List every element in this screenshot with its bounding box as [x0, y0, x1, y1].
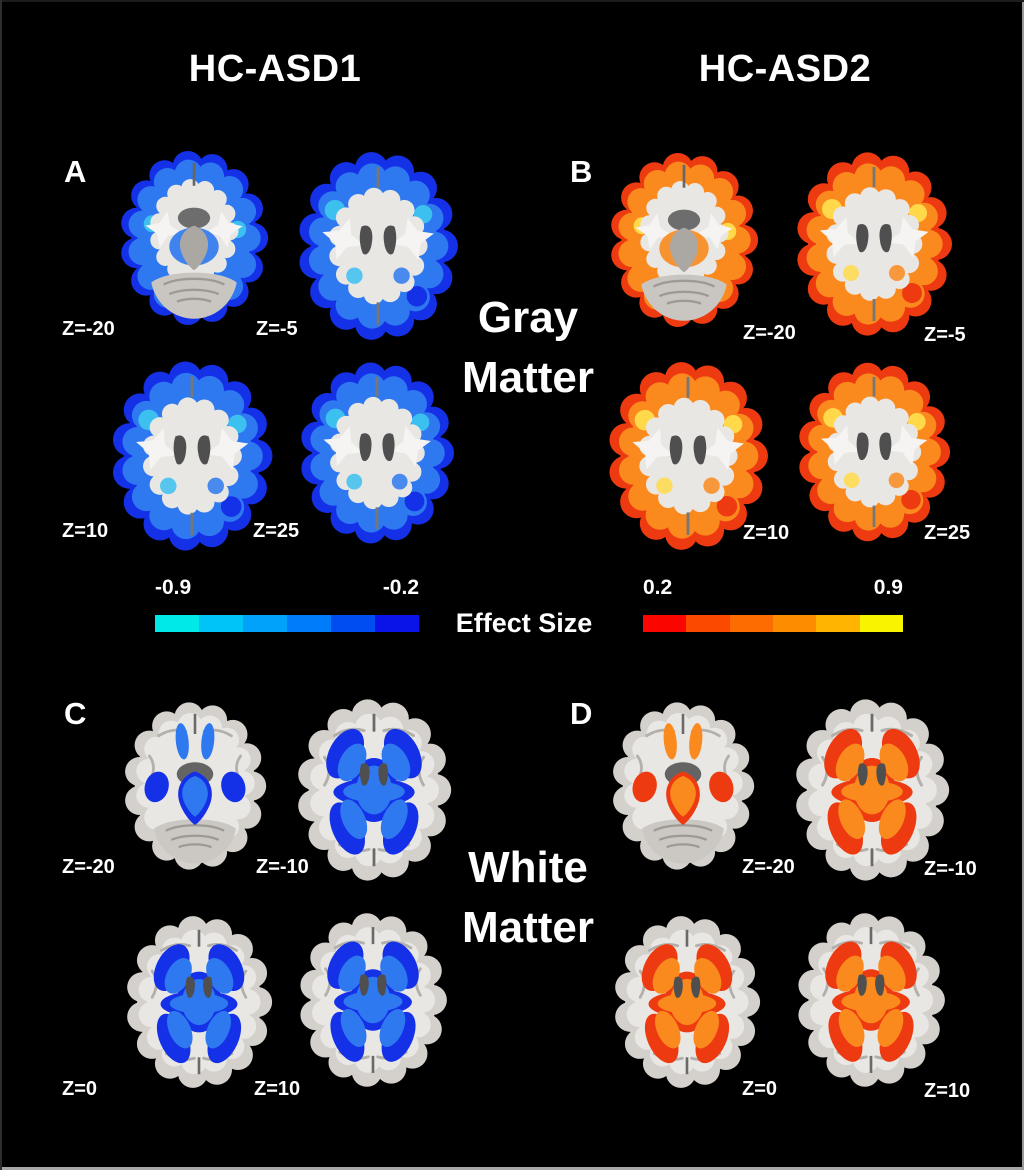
row-title-gray-line1: Gray [477, 293, 579, 342]
brain-slice-d3 [612, 912, 762, 1092]
colorbar-segment [331, 615, 375, 632]
colorbar-segment [772, 615, 817, 632]
brain-slice-b2 [794, 146, 954, 342]
z-label-d1: Z=-20 [742, 856, 795, 878]
colorbar-segment [686, 615, 730, 632]
colorbar-segment [729, 615, 773, 632]
z-label-d2: Z=-10 [924, 858, 977, 880]
z-label-d3: Z=0 [742, 1078, 778, 1100]
z-label-d4: Z=10 [924, 1080, 971, 1102]
effect-size-label: Effect Size [455, 608, 593, 638]
column-title-hc-asd1: HC-ASD1 [188, 48, 362, 90]
colorbar-segment [816, 615, 860, 632]
colorbar-segment [375, 615, 419, 632]
colorbar-segment [643, 615, 687, 632]
colorbar-segment [859, 615, 903, 632]
brain-slice-d2 [792, 696, 952, 884]
row-title-white-line1: White [468, 843, 588, 892]
brain-slice-a3 [108, 358, 276, 554]
z-label-a4: Z=25 [253, 520, 300, 542]
z-label-b2: Z=-5 [924, 324, 966, 346]
brain-slice-d1 [610, 698, 756, 874]
colorbar-segment [287, 615, 331, 632]
z-label-a3: Z=10 [62, 520, 109, 542]
colorbar-positive-labels: 0.2 0.9 [643, 576, 903, 600]
colorbar-negative [155, 615, 419, 632]
panel-letter-d: D [570, 696, 593, 731]
colorbar-positive [643, 615, 903, 632]
z-label-b4: Z=25 [924, 522, 971, 544]
z-label-b1: Z=-20 [743, 322, 796, 344]
colorbar-negative-min: -0.9 [155, 576, 192, 599]
z-label-c4: Z=10 [254, 1078, 301, 1100]
z-label-a2: Z=-5 [256, 318, 298, 340]
colorbar-positive-max: 0.9 [873, 576, 903, 599]
colorbar-segment [155, 615, 199, 632]
z-label-c2: Z=-10 [256, 856, 309, 878]
panel-letter-c: C [64, 696, 87, 731]
row-title-gray-line2: Matter [461, 353, 595, 402]
brain-slice-d4 [794, 910, 948, 1090]
panel-letter-a: A [64, 154, 87, 189]
z-label-a1: Z=-20 [62, 318, 115, 340]
z-label-b3: Z=10 [743, 522, 790, 544]
brain-slice-b4 [796, 358, 952, 546]
brain-slice-b1 [608, 148, 760, 332]
colorbar-segment [199, 615, 243, 632]
colorbar-negative-labels: -0.9 -0.2 [155, 576, 419, 600]
colorbar-negative-max: -0.2 [382, 576, 419, 599]
brain-slice-c3 [124, 912, 274, 1092]
column-title-hc-asd2: HC-ASD2 [698, 48, 872, 90]
brain-slice-c1 [122, 698, 268, 874]
z-label-c3: Z=0 [62, 1078, 98, 1100]
brain-slice-c4 [296, 910, 450, 1090]
row-title-gray-matter: Gray Matter [428, 296, 628, 400]
colorbar-segment [243, 615, 287, 632]
z-label-c1: Z=-20 [62, 856, 115, 878]
row-title-white-line2: Matter [461, 903, 595, 952]
panel-letter-b: B [570, 154, 593, 189]
row-title-white-matter: White Matter [428, 846, 628, 950]
brain-slice-a1 [118, 146, 270, 330]
colorbar-positive-min: 0.2 [643, 576, 673, 599]
